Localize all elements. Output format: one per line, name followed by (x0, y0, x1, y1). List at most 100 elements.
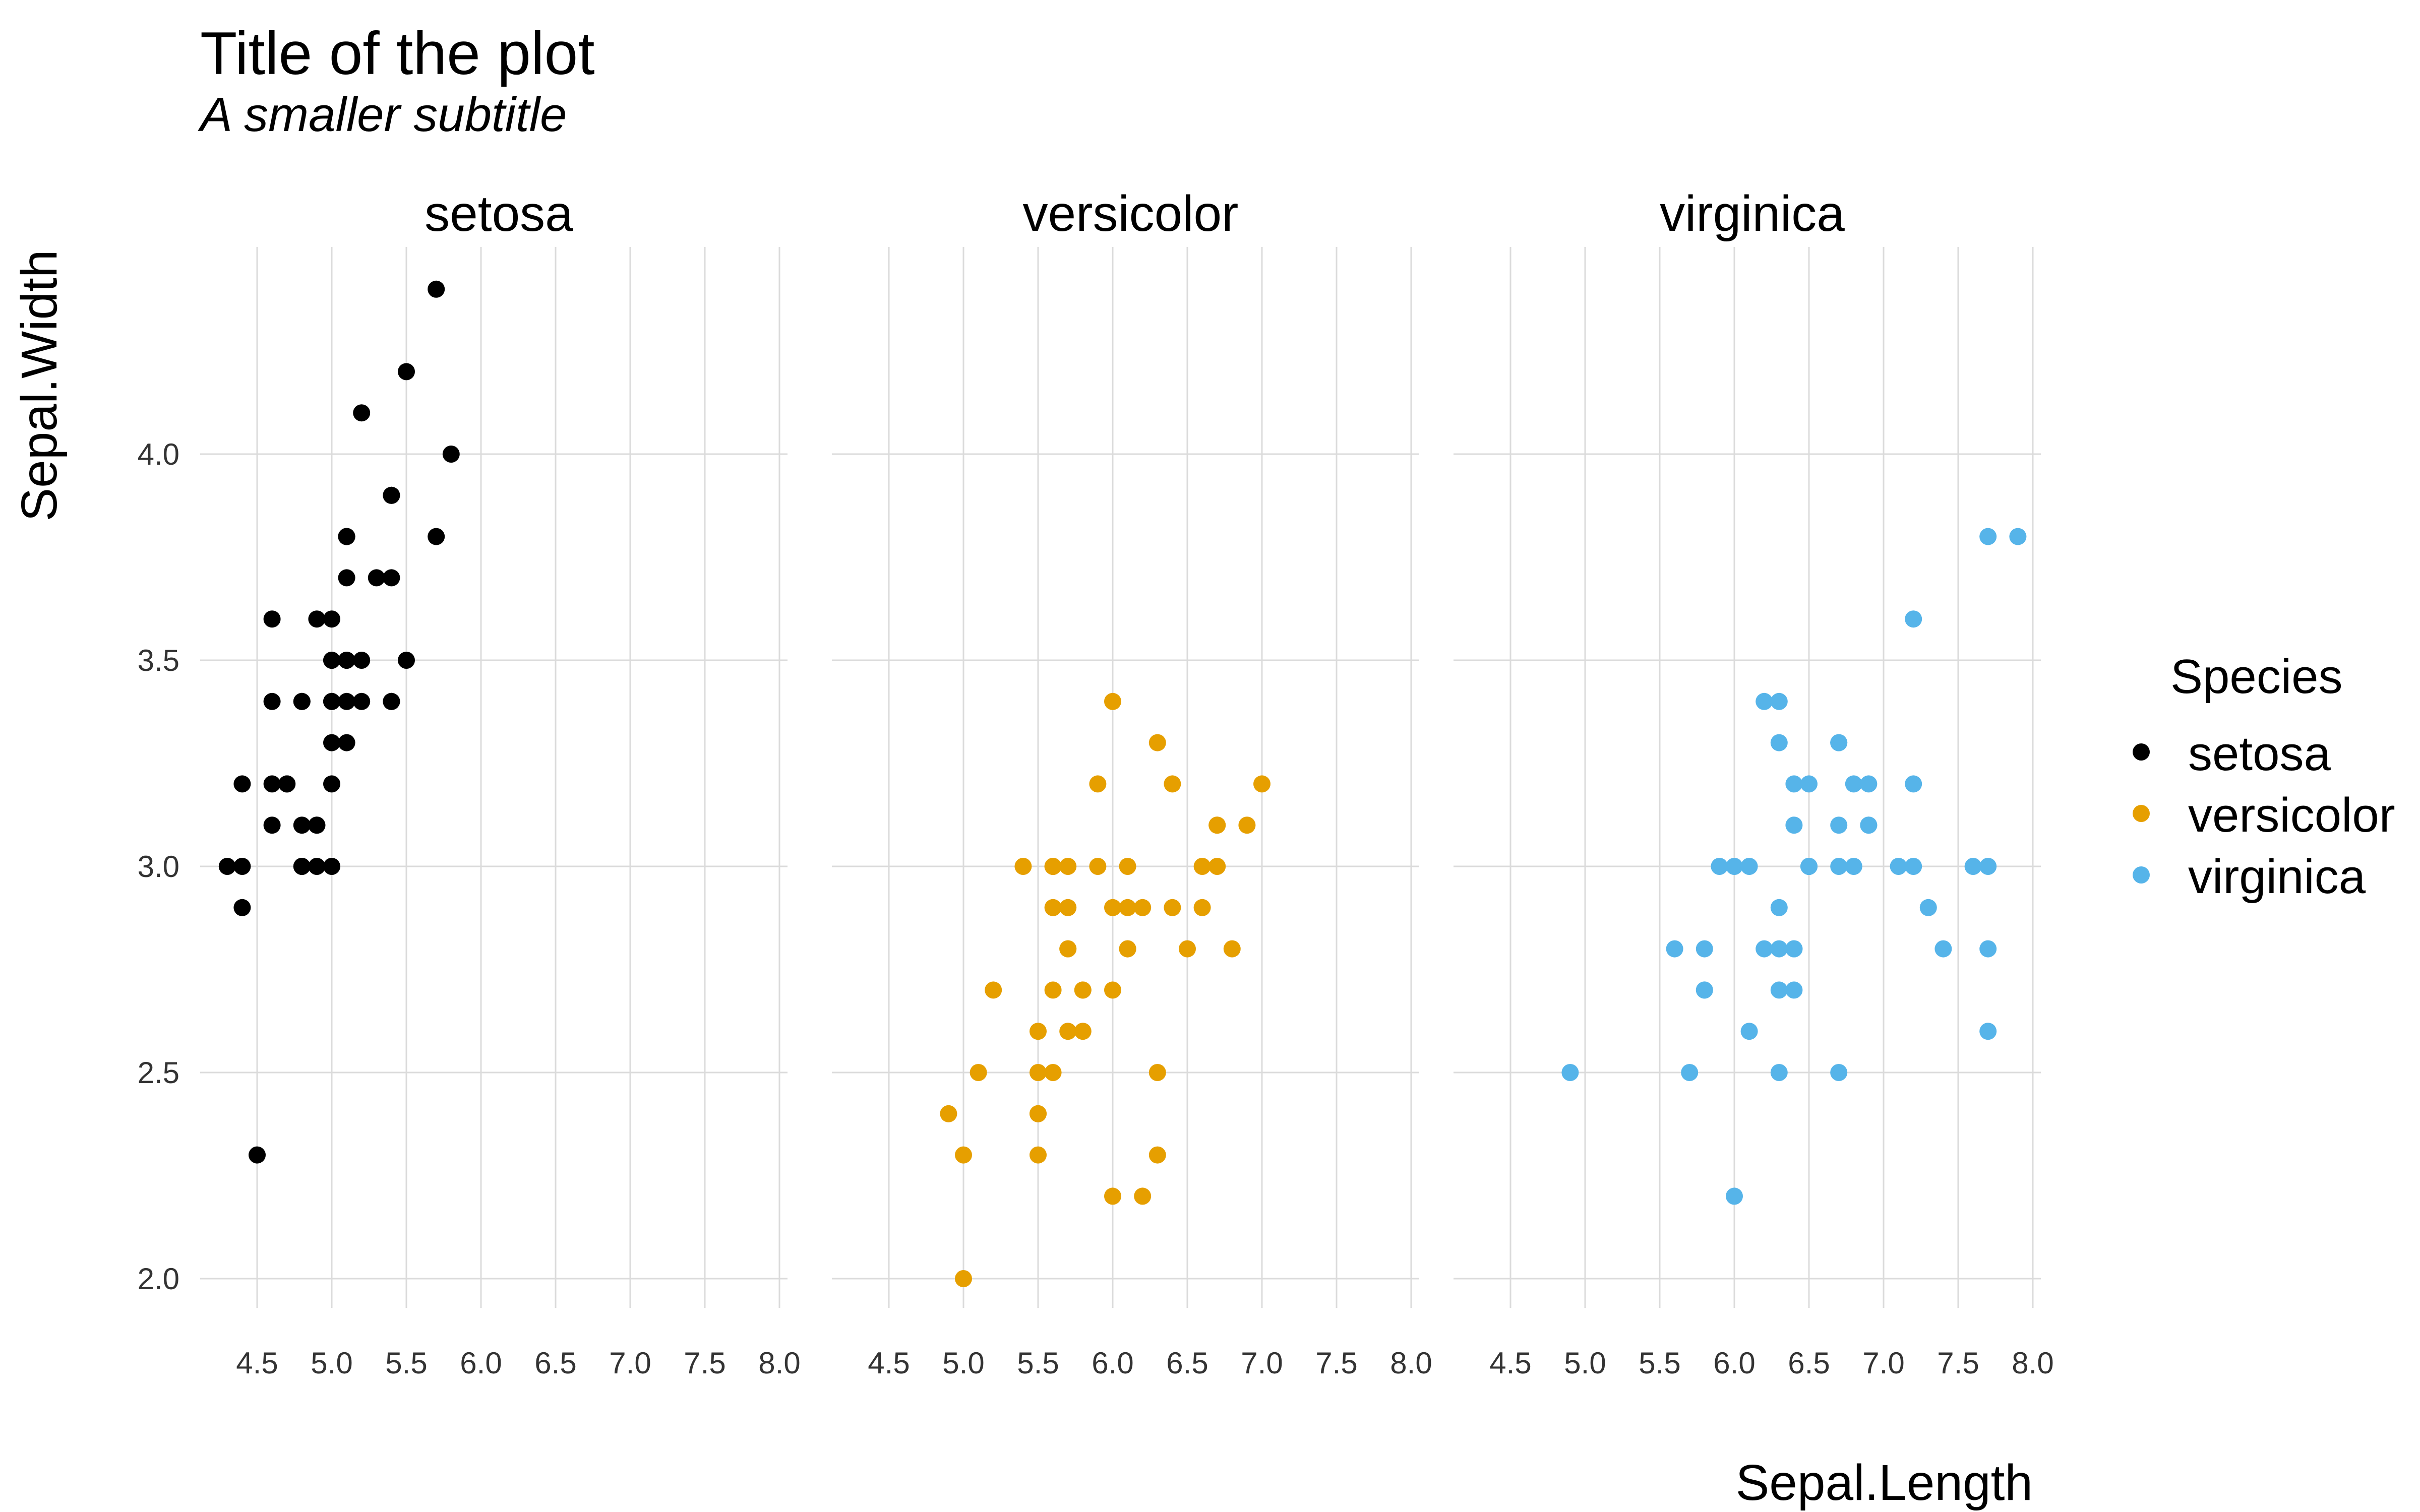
legend-entries: setosa versicolor virginica (2133, 727, 2395, 904)
chart-title: Title of the plot (200, 20, 595, 87)
data-point (353, 404, 371, 422)
data-point (233, 858, 251, 875)
y-tick-label: 2.0 (138, 1262, 179, 1296)
data-point (1830, 734, 1848, 751)
x-tick-label: 4.5 (1489, 1346, 1531, 1380)
data-point (338, 569, 355, 587)
x-tick-label: 7.5 (684, 1346, 725, 1380)
legend-title: Species (2170, 650, 2343, 704)
data-point (383, 569, 400, 587)
x-tick-label: 8.0 (1390, 1346, 1432, 1380)
x-tick-label: 6.5 (1166, 1346, 1208, 1380)
data-point (985, 981, 1002, 999)
data-point (1134, 1187, 1152, 1205)
data-point (1919, 899, 1937, 916)
data-point (383, 486, 400, 504)
legend-label: versicolor (2188, 788, 2395, 842)
data-point (1044, 1064, 1062, 1081)
data-point (293, 816, 311, 834)
data-point (1740, 858, 1758, 875)
x-axis-title: Sepal.Length (1736, 1455, 2033, 1511)
data-point (1238, 816, 1256, 834)
data-point (383, 692, 400, 710)
data-point (940, 1105, 957, 1122)
data-point (1785, 940, 1803, 958)
data-point (1074, 1023, 1092, 1040)
data-point (1696, 940, 1713, 958)
legend: Species setosa versicolor virginica (2133, 650, 2395, 904)
data-point (1770, 692, 1788, 710)
data-point (1800, 775, 1818, 793)
data-point (1890, 858, 1907, 875)
x-tick-label: 5.5 (1639, 1346, 1680, 1380)
data-point (1785, 775, 1803, 793)
data-point (1074, 981, 1092, 999)
data-point (398, 363, 415, 381)
data-point (1905, 858, 1922, 875)
data-point (955, 1270, 972, 1287)
data-point (970, 1064, 987, 1081)
series-virginica (1561, 528, 2027, 1205)
data-point (263, 610, 281, 628)
data-point (1800, 858, 1818, 875)
data-point (2009, 528, 2027, 545)
data-point (1785, 816, 1803, 834)
data-point (1770, 940, 1788, 958)
data-point (1104, 692, 1121, 710)
data-point (1179, 940, 1196, 958)
legend-entry-virginica: virginica (2133, 850, 2366, 904)
data-point (1089, 775, 1107, 793)
data-point (1979, 858, 1997, 875)
data-point (1561, 1064, 1579, 1081)
data-point (428, 280, 445, 298)
data-point (1104, 1187, 1121, 1205)
legend-label: setosa (2188, 727, 2331, 781)
data-point (1770, 1064, 1788, 1081)
data-point (1740, 1023, 1758, 1040)
data-point (1845, 775, 1862, 793)
facet-panel-versicolor: versicolor 4.5 5.0 5.5 6.0 6.5 7.0 7.5 8.0 (832, 185, 1432, 1380)
legend-key (2133, 866, 2150, 884)
data-point (398, 652, 415, 669)
data-point (368, 569, 385, 587)
data-point (1696, 981, 1713, 999)
data-point (1934, 940, 1952, 958)
x-tick-label: 5.0 (311, 1346, 352, 1380)
data-point (1905, 610, 1922, 628)
x-tick-label: 5.0 (1564, 1346, 1606, 1380)
x-tick-label: 5.5 (1017, 1346, 1059, 1380)
legend-key (2133, 743, 2150, 761)
data-point (1104, 981, 1121, 999)
data-point (1148, 1064, 1166, 1081)
data-point (1044, 858, 1062, 875)
data-point (1044, 899, 1062, 916)
x-tick-label: 5.5 (385, 1346, 427, 1380)
series-setosa (218, 280, 460, 1164)
data-point (1860, 816, 1878, 834)
data-point (263, 775, 281, 793)
data-point (1208, 858, 1226, 875)
data-point (1770, 981, 1788, 999)
data-point (308, 816, 326, 834)
data-point (1044, 981, 1062, 999)
data-point (1223, 940, 1241, 958)
y-tick-label: 3.5 (138, 644, 179, 677)
data-point (428, 528, 445, 545)
data-point (353, 692, 371, 710)
data-point (1830, 816, 1848, 834)
data-point (1785, 981, 1803, 999)
data-point (1711, 858, 1728, 875)
data-point (1164, 899, 1181, 916)
data-point (293, 858, 311, 875)
y-tick-label: 3.0 (138, 850, 179, 884)
x-tick-label: 4.5 (236, 1346, 278, 1380)
data-point (1830, 858, 1848, 875)
data-point (338, 692, 355, 710)
data-point (323, 610, 340, 628)
x-tick-label: 7.0 (1241, 1346, 1283, 1380)
data-point (1726, 858, 1743, 875)
x-tick-label: 6.0 (1713, 1346, 1755, 1380)
data-point (263, 692, 281, 710)
x-tick-label: 4.5 (868, 1346, 910, 1380)
